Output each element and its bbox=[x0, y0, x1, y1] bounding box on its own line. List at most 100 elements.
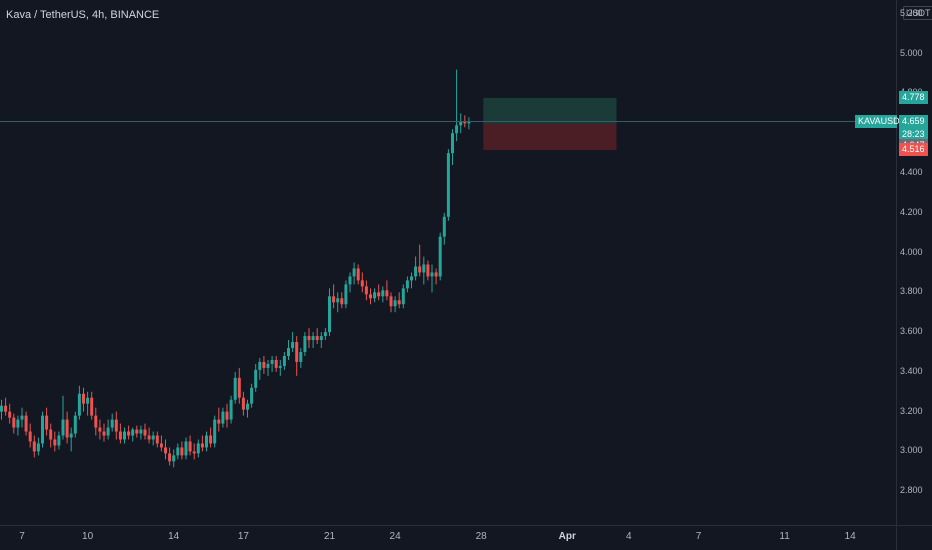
candle bbox=[180, 441, 184, 460]
candle bbox=[250, 383, 254, 408]
axis-corner bbox=[896, 525, 932, 550]
candle bbox=[352, 262, 356, 285]
candle-body bbox=[410, 276, 413, 281]
price-tick-label: 5.000 bbox=[900, 47, 923, 58]
candle bbox=[446, 149, 450, 221]
candle-body bbox=[28, 431, 32, 442]
candle-body bbox=[332, 296, 336, 303]
candle-body bbox=[299, 351, 303, 362]
candle-body bbox=[328, 296, 331, 333]
candle-body bbox=[451, 133, 454, 154]
candle bbox=[217, 407, 221, 432]
candle bbox=[237, 367, 241, 404]
candle bbox=[389, 292, 393, 313]
candle-body bbox=[98, 427, 102, 432]
candle bbox=[36, 437, 40, 456]
stop-price-badge: 4.516 bbox=[899, 142, 928, 156]
candle bbox=[159, 435, 163, 452]
candle bbox=[73, 411, 77, 438]
candle-body bbox=[209, 435, 213, 444]
candle-body bbox=[463, 121, 467, 124]
candle bbox=[127, 425, 131, 440]
candle-body bbox=[311, 336, 315, 341]
candle-body bbox=[73, 415, 77, 434]
candle bbox=[319, 332, 323, 349]
candle bbox=[57, 431, 61, 450]
price-tick-label: 4.200 bbox=[900, 206, 923, 217]
candle bbox=[192, 443, 196, 460]
candle-body bbox=[94, 415, 98, 428]
candle bbox=[16, 415, 20, 436]
time-tick-label: 14 bbox=[844, 531, 856, 542]
candle-body bbox=[434, 272, 438, 277]
candle bbox=[270, 355, 274, 372]
candle-body bbox=[422, 264, 426, 273]
candle bbox=[4, 397, 8, 416]
candle bbox=[98, 419, 102, 440]
candle bbox=[205, 431, 208, 452]
price-tick-label: 5.200 bbox=[900, 7, 923, 18]
candle-body bbox=[360, 280, 364, 287]
candle bbox=[438, 232, 442, 281]
time-tick-label: 21 bbox=[323, 531, 336, 542]
candle-body bbox=[82, 393, 85, 404]
candle bbox=[393, 296, 397, 313]
time-tick-label: 4 bbox=[626, 531, 632, 542]
candle-body bbox=[414, 266, 418, 277]
candle bbox=[311, 332, 315, 349]
candle bbox=[303, 332, 307, 356]
candle bbox=[241, 391, 245, 416]
chart-plot-area[interactable] bbox=[0, 0, 896, 525]
candle-body bbox=[118, 431, 122, 440]
candle bbox=[414, 256, 418, 281]
price-axis[interactable] bbox=[896, 0, 932, 525]
candle bbox=[434, 268, 438, 285]
candle bbox=[348, 272, 352, 293]
candle-body bbox=[151, 435, 155, 440]
candle bbox=[90, 391, 94, 420]
candle-body bbox=[143, 429, 147, 436]
candle bbox=[184, 437, 188, 460]
candle-body bbox=[49, 429, 53, 440]
candle bbox=[229, 395, 233, 424]
candle-body bbox=[4, 405, 8, 412]
time-tick-label: 14 bbox=[168, 531, 180, 542]
candle bbox=[102, 423, 106, 442]
candle bbox=[233, 371, 237, 404]
candle-body bbox=[69, 433, 73, 438]
candle-body bbox=[467, 121, 471, 124]
candle bbox=[131, 427, 135, 442]
candle bbox=[369, 288, 372, 305]
candle-body bbox=[295, 342, 299, 362]
candle-body bbox=[20, 415, 24, 420]
last-price-badge: 4.659 bbox=[899, 114, 928, 128]
candle-body bbox=[176, 447, 180, 456]
currency-unit-button[interactable]: USDT bbox=[903, 6, 932, 20]
candle-body bbox=[86, 397, 90, 404]
candle bbox=[336, 292, 340, 313]
candle-body bbox=[446, 153, 450, 217]
candle bbox=[356, 264, 360, 285]
candle bbox=[307, 328, 311, 349]
time-tick-label: 11 bbox=[779, 531, 790, 542]
candle bbox=[213, 415, 217, 448]
chart-title: Kava / TetherUS, 4h, BINANCE bbox=[6, 9, 160, 21]
candle-body bbox=[356, 268, 360, 281]
time-tick-label: Apr bbox=[558, 531, 576, 542]
price-tick-label: 3.400 bbox=[900, 365, 923, 376]
candle bbox=[344, 280, 348, 309]
candle-body bbox=[282, 355, 286, 366]
time-axis[interactable] bbox=[0, 525, 896, 550]
candle bbox=[225, 403, 229, 428]
candle bbox=[278, 359, 282, 376]
candle-body bbox=[442, 216, 446, 237]
candle-body bbox=[250, 387, 254, 404]
candle-body bbox=[172, 455, 176, 462]
candle bbox=[328, 288, 331, 337]
candle bbox=[442, 212, 446, 245]
position-zones bbox=[483, 97, 617, 150]
candle bbox=[422, 256, 426, 285]
candle-body bbox=[405, 280, 409, 289]
candle bbox=[287, 340, 290, 360]
symbol-badge: KAVAUSDT bbox=[855, 114, 905, 128]
